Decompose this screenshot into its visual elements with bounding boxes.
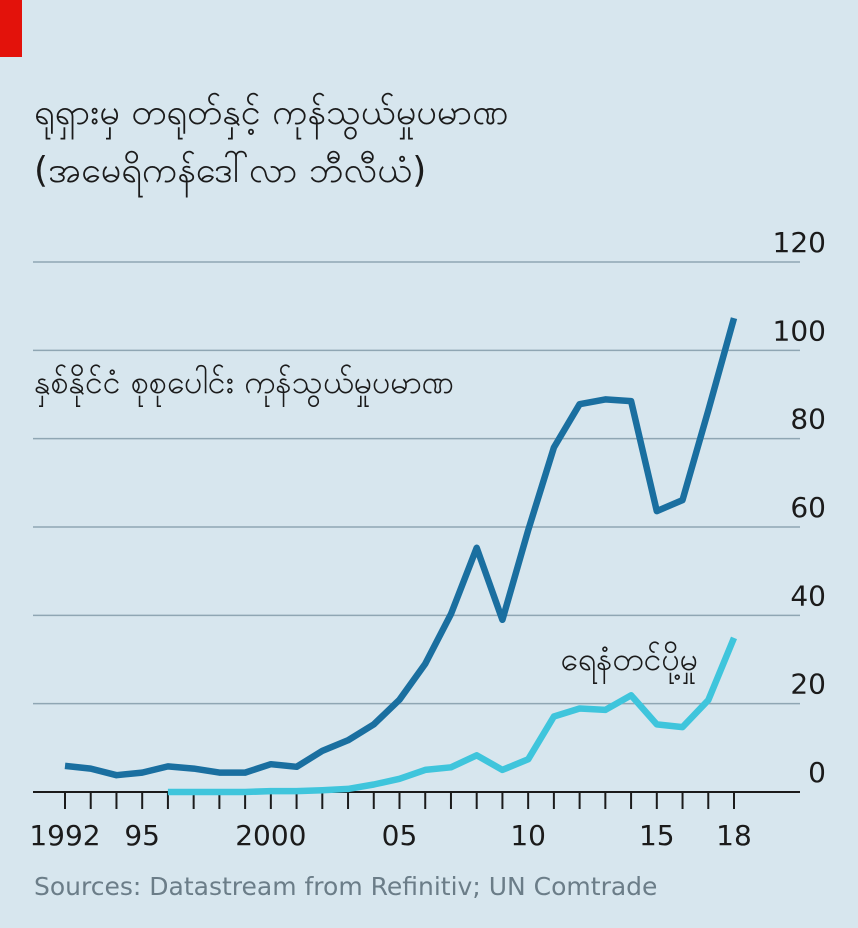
series-lines — [64, 317, 738, 796]
y-tick-label: 0 — [808, 756, 826, 789]
brand-tag — [0, 0, 22, 57]
y-tick-label: 80 — [790, 403, 826, 436]
series-line-oil-exports — [167, 636, 738, 796]
gridlines — [33, 261, 800, 705]
y-tick-label: 100 — [773, 314, 826, 347]
series-line-total-trade — [64, 317, 738, 779]
y-tick-label: 120 — [773, 226, 826, 259]
title-line-1: ရုရှားမှ တရုတ်နှင့် ကုန်သွယ်မှုပမာဏ — [34, 92, 509, 133]
y-tick-label: 60 — [790, 491, 826, 524]
series-labels: နှစ်နိုင်ငံ စုစုပေါင်း ကုန်သွယ်မှုပမာဏရေ… — [34, 363, 698, 684]
x-tick-label: 05 — [382, 819, 418, 852]
series-label-total-trade: နှစ်နိုင်ငံ စုစုပေါင်း ကုန်သွယ်မှုပမာဏ — [34, 363, 454, 407]
chart-title: ရုရှားမှ တရုတ်နှင့် ကုန်သွယ်မှုပမာဏ (အမေ… — [34, 84, 508, 200]
title-line-2: (အမေရိကန်ဒေါ်လာ ဘီလီယံ) — [34, 150, 427, 191]
x-tick-label: 10 — [510, 819, 546, 852]
x-tick-label: 95 — [124, 819, 160, 852]
series-label-oil-exports: ရေနံတင်ပို့မှု — [560, 640, 698, 684]
y-tick-label: 20 — [790, 668, 826, 701]
x-tick-label: 18 — [716, 819, 752, 852]
y-tick-label: 40 — [790, 579, 826, 612]
x-axis: 1992 95 2000 05 10 15 18 — [29, 791, 800, 852]
x-tick-label: 15 — [639, 819, 675, 852]
y-axis-ticks: 0 20 40 60 80 100 120 — [773, 226, 826, 789]
source-note: Sources: Datastream from Refinitiv; UN C… — [34, 872, 658, 901]
x-tick-label: 1992 — [29, 819, 100, 852]
x-tick-label: 2000 — [235, 819, 306, 852]
